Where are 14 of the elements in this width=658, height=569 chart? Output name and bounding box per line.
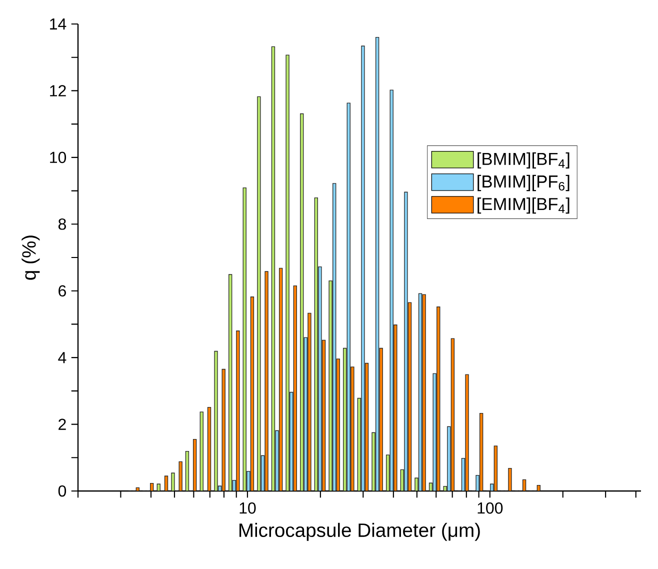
y-tick-label: 6 <box>58 285 66 297</box>
y-tick-label: 14 <box>50 18 66 30</box>
legend-label: [EMIM][BF$_{4}$] <box>478 197 570 214</box>
y-tick-label: 12 <box>50 85 66 96</box>
x-axis-title: Microcapsule Diameter (μm) <box>239 522 480 541</box>
y-tick-label: 8 <box>58 218 66 230</box>
x-tick-label: 100 <box>478 502 503 514</box>
legend-label: [BMIM][BF$_{4}$] <box>478 152 570 169</box>
y-tick-label: 10 <box>50 152 66 164</box>
y-tick-label: 2 <box>58 418 66 430</box>
legend-label: [BMIM][PF$_{6}$] <box>478 174 570 192</box>
y-tick-label: 0 <box>58 485 66 497</box>
y-tick-label: 4 <box>58 352 66 364</box>
y-axis-title: q (%) <box>22 236 40 280</box>
